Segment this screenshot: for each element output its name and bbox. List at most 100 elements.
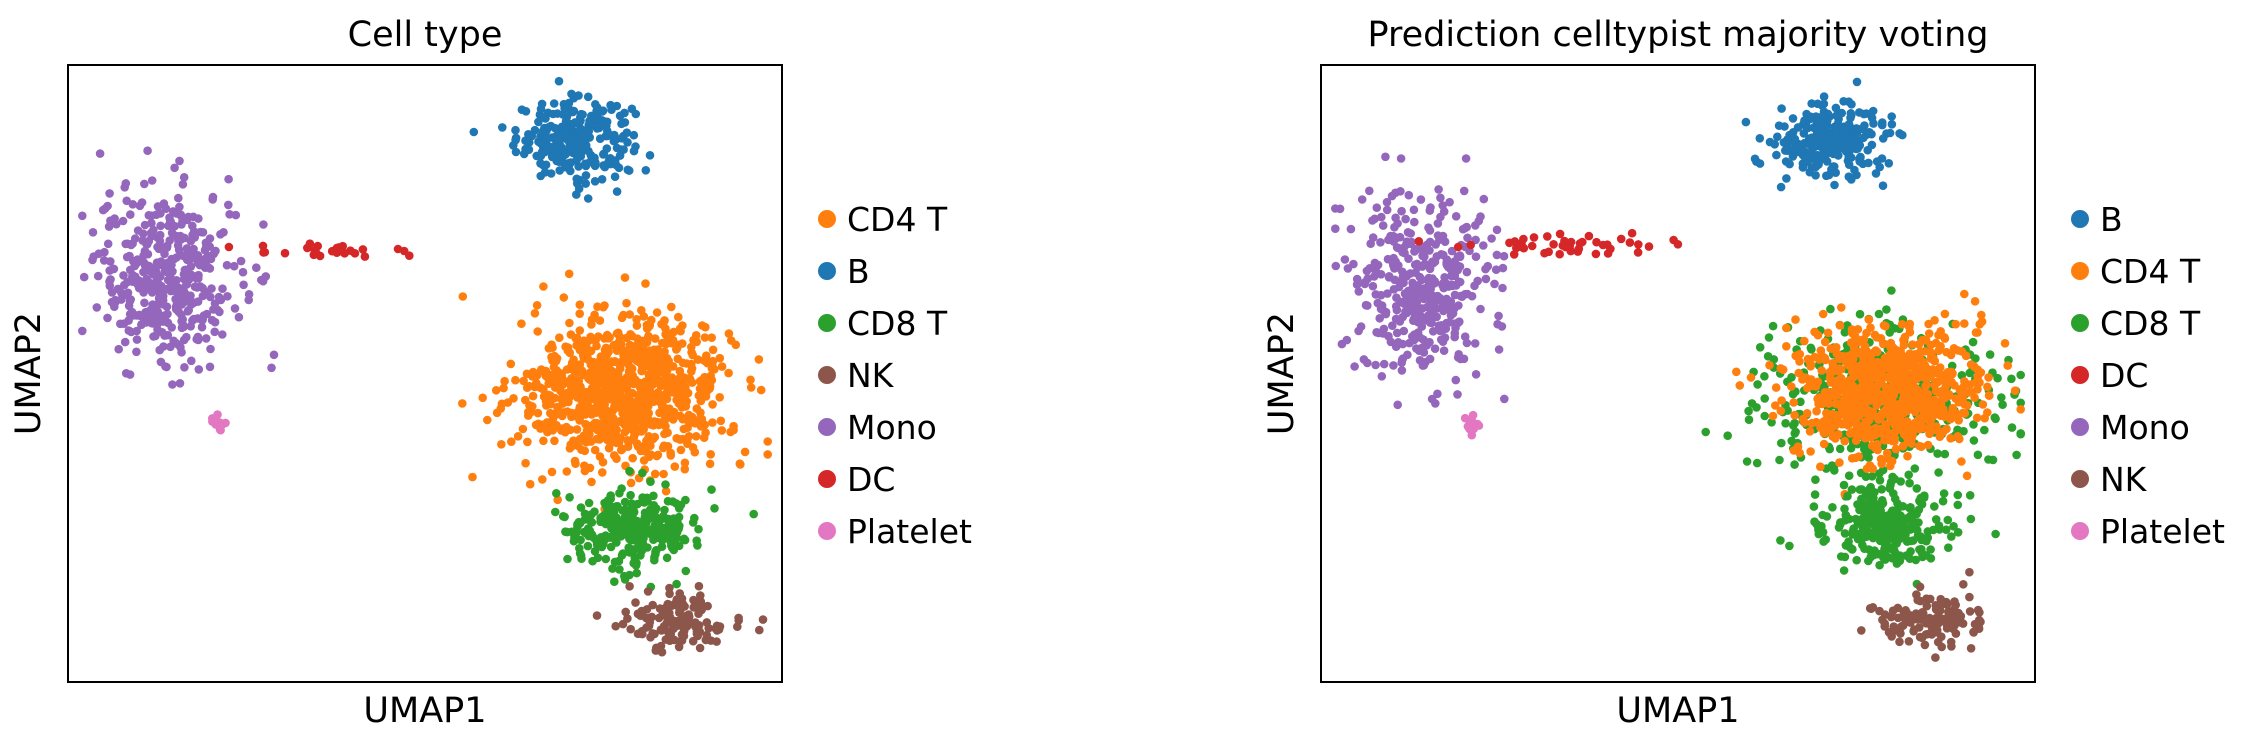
data-point-cd4-t	[678, 434, 688, 444]
data-point-cd8-t	[1969, 420, 1978, 429]
data-point-cd4-t	[593, 419, 602, 428]
data-point-nk	[677, 630, 687, 639]
data-point-cd8-t	[688, 518, 698, 527]
data-point-mono	[1401, 295, 1411, 305]
data-point-cd8-t	[608, 564, 617, 573]
data-point-mono	[1337, 339, 1347, 349]
data-point-cd4-t	[1778, 365, 1788, 375]
data-point-cd8-t	[680, 535, 690, 545]
data-point-mono	[126, 210, 135, 219]
data-point-mono	[1492, 250, 1502, 260]
data-point-b	[641, 166, 651, 175]
data-point-cd4-t	[1854, 337, 1863, 347]
data-point-cd8-t	[1875, 536, 1885, 546]
legend-marker	[2071, 418, 2089, 436]
data-point-cd8-t	[1840, 529, 1850, 538]
data-point-mono	[205, 362, 215, 372]
data-point-cd4-t	[670, 462, 680, 471]
data-point-cd8-t	[1863, 486, 1872, 496]
data-point-mono	[147, 211, 156, 220]
data-point-mono	[124, 316, 133, 325]
data-point-cd4-t	[499, 383, 508, 393]
data-point-cd4-t	[687, 359, 696, 369]
data-point-nk	[1911, 614, 1920, 624]
data-point-cd8-t	[620, 497, 630, 507]
data-point-cd4-t	[665, 410, 675, 419]
data-point-b	[610, 172, 620, 181]
data-point-cd4-t	[572, 409, 581, 419]
data-point-mono	[1460, 332, 1470, 342]
data-point-mono	[1448, 281, 1457, 291]
data-point-cd8-t	[660, 505, 669, 515]
data-point-mono	[1391, 314, 1401, 324]
data-point-cd4-t	[595, 316, 605, 325]
data-point-cd4-t	[590, 310, 599, 320]
data-point-mono	[1368, 281, 1378, 291]
data-point-dc	[1529, 233, 1539, 242]
data-point-cd4-t	[689, 335, 698, 345]
data-point-dc	[224, 242, 234, 252]
data-point-nk	[1880, 619, 1890, 628]
data-point-cd4-t	[1877, 459, 1886, 469]
data-point-nk	[643, 587, 653, 596]
data-point-cd8-t	[633, 499, 642, 509]
data-point-cd4-t	[661, 372, 670, 381]
data-point-mono	[1410, 217, 1419, 227]
data-point-b	[581, 161, 591, 171]
data-point-cd4-t	[580, 446, 590, 456]
data-point-cd4-t	[1983, 408, 1992, 417]
data-point-cd4-t	[622, 333, 632, 343]
data-point-cd8-t	[661, 480, 670, 489]
data-point-mono	[174, 193, 183, 203]
data-point-cd4-t	[700, 333, 710, 342]
data-point-cd4-t	[1963, 401, 1972, 410]
data-point-cd4-t	[740, 447, 750, 457]
data-point-cd8-t	[646, 477, 655, 487]
data-point-cd4-t	[550, 436, 559, 446]
data-point-mono	[119, 271, 128, 280]
data-point-cd4-t	[606, 419, 615, 428]
data-point-cd8-t	[583, 541, 593, 551]
data-point-cd8-t	[694, 524, 703, 534]
data-point-cd4-t	[614, 438, 624, 448]
data-point-mono	[1377, 372, 1387, 381]
data-point-mono	[165, 217, 175, 226]
data-point-cd8-t	[1892, 539, 1901, 548]
data-point-mono	[1370, 258, 1380, 268]
data-point-nk	[1927, 623, 1937, 632]
data-point-nk	[1920, 616, 1929, 625]
data-point-cd8-t	[1796, 397, 1805, 407]
data-point-cd8-t	[1875, 523, 1885, 533]
data-point-cd4-t	[641, 447, 651, 457]
data-point-dc	[1573, 247, 1583, 256]
data-point-cd4-t	[1811, 382, 1821, 391]
data-point-cd4-t	[692, 404, 702, 413]
data-point-cd8-t	[1864, 556, 1873, 566]
data-point-cd4-t	[1954, 397, 1963, 407]
data-point-mono	[105, 266, 114, 275]
data-point-cd4-t	[1911, 418, 1920, 428]
data-point-cd4-t	[575, 326, 585, 335]
data-point-cd8-t	[1898, 533, 1907, 543]
data-point-cd8-t	[601, 501, 611, 510]
data-point-cd8-t	[590, 507, 599, 516]
data-point-mono	[198, 228, 208, 237]
data-point-nk	[1937, 600, 1946, 610]
data-point-b	[569, 93, 579, 103]
data-point-cd4-t	[573, 380, 582, 390]
data-point-cd4-t	[562, 467, 572, 476]
legend-label: CD4 T	[847, 200, 948, 239]
data-point-mono	[139, 288, 148, 297]
data-point-b	[1779, 138, 1789, 147]
data-point-b	[573, 117, 583, 127]
data-point-cd8-t	[606, 491, 615, 500]
data-point-mono	[210, 317, 220, 327]
data-point-nk	[625, 582, 634, 591]
data-point-dc	[1555, 229, 1565, 239]
data-point-dc	[1544, 247, 1553, 257]
data-point-nk	[673, 601, 683, 611]
data-point-mono	[114, 344, 123, 354]
data-point-cd4-t	[650, 334, 660, 343]
data-point-cd4-t	[587, 477, 596, 487]
data-point-nk	[1944, 607, 1953, 616]
